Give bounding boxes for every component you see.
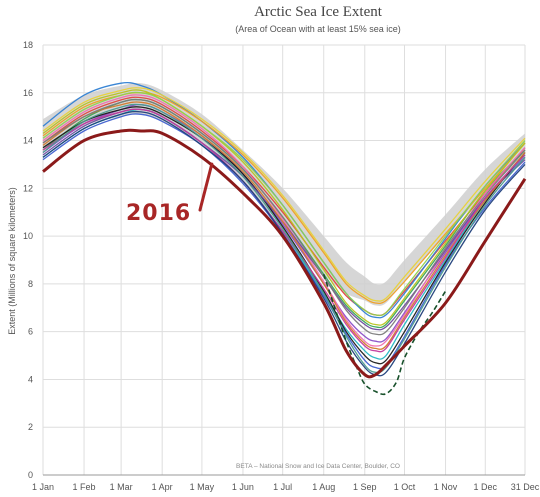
y-tick-label: 16 [23, 88, 33, 98]
series-line-8 [42, 89, 526, 326]
x-tick-label: 1 Feb [73, 482, 96, 492]
y-tick-label: 10 [23, 231, 33, 241]
x-tick-label: 1 Dec [474, 482, 498, 492]
axes: 0 2 4 6 8 10 12 14 16 18 1 Jan 1 Feb 1 Mar 1 Apr 1 May… [23, 40, 540, 492]
callout-2016: 2016 [126, 201, 191, 226]
y-tick-label: 0 [28, 470, 33, 480]
x-tick-label: 31 Dec [511, 482, 540, 492]
x-tick-label: 1 Aug [312, 482, 335, 492]
y-tick-label: 8 [28, 279, 33, 289]
x-tick-label: 1 Apr [152, 482, 173, 492]
series-line-13 [42, 91, 526, 317]
x-tick-label: 1 Jun [232, 482, 254, 492]
x-tick-label: 1 Sep [353, 482, 377, 492]
series-line-14 [42, 108, 526, 353]
chart-subtitle: (Area of Ocean with at least 15% sea ice… [235, 24, 401, 34]
chart-title: Arctic Sea Ice Extent [254, 4, 383, 20]
series-line-16 [42, 87, 526, 302]
series-line-12 [42, 113, 526, 370]
range-band [43, 82, 525, 306]
series-line-11 [42, 101, 526, 350]
highlight-line [42, 128, 527, 379]
x-tick-label: 1 Oct [394, 482, 416, 492]
x-tick-label: 1 Nov [434, 482, 458, 492]
y-tick-label: 2 [28, 422, 33, 432]
y-axis-label: Extent (Millions of square kilometers) [7, 187, 17, 335]
series-line-18 [42, 110, 526, 377]
credit-text: BETA – National Snow and Ice Data Center… [236, 463, 400, 470]
series-line-9 [42, 106, 526, 365]
x-tick-label: 1 May [190, 482, 215, 492]
y-tick-label: 14 [23, 136, 33, 146]
series-lines [42, 81, 526, 377]
x-tick-label: 1 Mar [110, 482, 133, 492]
y-tick-label: 4 [28, 374, 33, 384]
x-tick-label: 1 Jan [32, 482, 54, 492]
y-tick-label: 6 [28, 327, 33, 337]
series-line-6 [42, 94, 526, 347]
series-line-1 [42, 96, 526, 317]
range-band-area [43, 82, 525, 306]
y-tick-label: 18 [23, 40, 33, 50]
highlight-line-2016 [42, 128, 527, 379]
callout-pointer [198, 162, 214, 212]
x-tick-label: 1 Jul [273, 482, 292, 492]
y-tick-label: 12 [23, 183, 33, 193]
record-minimum-dashed-line [322, 274, 447, 396]
series-line-15 [42, 103, 526, 374]
record-minimum-line [322, 274, 447, 396]
